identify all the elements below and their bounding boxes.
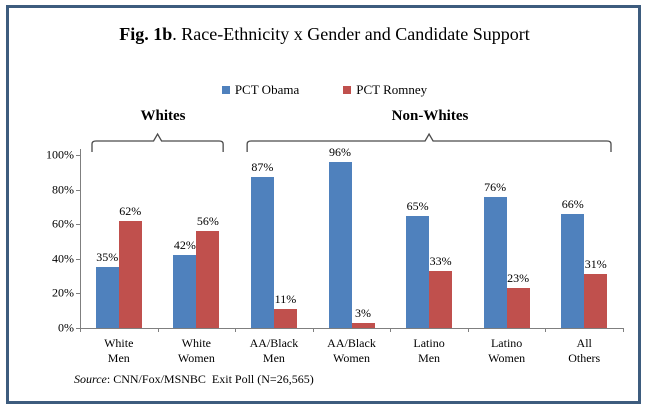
bar-obama [406,216,430,328]
x-axis-category-label: White Women [177,336,215,365]
bar-value-label: 11% [274,292,297,306]
y-axis-tickmark [76,224,80,226]
bar-obama [328,162,352,328]
bar-value-label: 31% [584,257,607,271]
legend-label-romney: PCT Romney [356,82,428,97]
y-axis-tickmark [76,328,80,329]
bar-romney [273,309,297,328]
chart-legend: PCT Obama PCT Romney [0,82,649,98]
bar-romney [351,323,375,328]
bar-romney [584,274,608,328]
y-axis-tickmark [76,258,80,260]
x-axis-line [80,328,624,329]
bar-value-label: 87% [251,160,274,174]
bar-romney [429,271,453,328]
y-axis-tick-label: 80% [52,182,74,197]
legend-label-obama: PCT Obama [234,82,300,97]
bar-value-label: 62% [119,204,142,218]
bar-obama [561,214,585,328]
y-axis-tickmark [76,293,80,295]
x-axis-tickmark [545,328,547,332]
figure-frame [6,5,641,404]
obama-series-swatch-icon [221,86,230,94]
x-axis-category-label: AA/Black Men [249,336,299,365]
bar-obama [250,177,274,328]
x-axis-category-label: AA/Black Women [327,336,376,365]
bar-obama [483,197,507,328]
figure-title: Fig. 1b. Race-Ethnicity x Gender and Can… [0,24,649,45]
y-axis-line [80,149,81,329]
bar-romney [196,231,220,328]
x-axis-tickmark [80,328,81,332]
x-axis-tickmark [157,328,159,332]
bar-obama [95,267,119,328]
bar-value-label: 56% [196,214,219,228]
y-axis-tickmark [76,155,80,156]
bar-value-label: 42% [173,238,196,252]
bar-value-label: 65% [406,199,429,213]
bar-value-label: 23% [507,271,530,285]
romney-series-swatch-icon [343,86,352,94]
x-axis-tickmark [390,328,392,332]
x-axis-category-label: Latino Women [488,336,526,365]
source-note: Source: CNN/Fox/MSNBC Exit Poll (N=26,56… [74,372,314,387]
x-axis-tickmark [623,328,624,332]
x-axis-category-label: All Others [568,336,601,365]
y-axis-tick-label: 0% [58,320,74,335]
x-axis-category-label: White Men [104,336,134,365]
bar-value-label: 66% [561,197,584,211]
group-label-whites: Whites [140,108,186,124]
group-bracket [246,132,612,152]
y-axis-tickmark [76,189,80,191]
bar-romney [506,288,530,328]
bar-value-label: 33% [429,254,452,268]
y-axis-tick-label: 20% [52,285,74,300]
x-axis-category-label: Latino Men [413,336,445,365]
bar-value-label: 35% [96,250,119,264]
group-label-non-whites: Non-Whites [391,108,469,124]
x-axis-tickmark [467,328,469,332]
y-axis-tick-label: 100% [46,147,74,162]
bar-romney [118,221,142,328]
figure-title-number: Fig. 1b [119,24,173,44]
bar-value-label: 96% [329,145,351,159]
bar-value-label: 3% [355,306,371,320]
legend-item-obama: PCT Obama [221,82,300,98]
y-axis-tick-label: 40% [52,251,74,266]
source-text: : CNN/Fox/MSNBC Exit Poll (N=26,565) [106,372,314,386]
x-axis-tickmark [312,328,314,332]
source-label: Source [74,372,107,386]
x-axis-tickmark [235,328,237,332]
y-axis-tick-label: 60% [52,216,74,231]
bar-obama [173,255,197,328]
group-bracket [91,132,224,152]
figure-title-text: . Race-Ethnicity x Gender and Candidate … [172,24,530,44]
bar-value-label: 76% [484,180,507,194]
legend-item-romney: PCT Romney [343,82,427,98]
